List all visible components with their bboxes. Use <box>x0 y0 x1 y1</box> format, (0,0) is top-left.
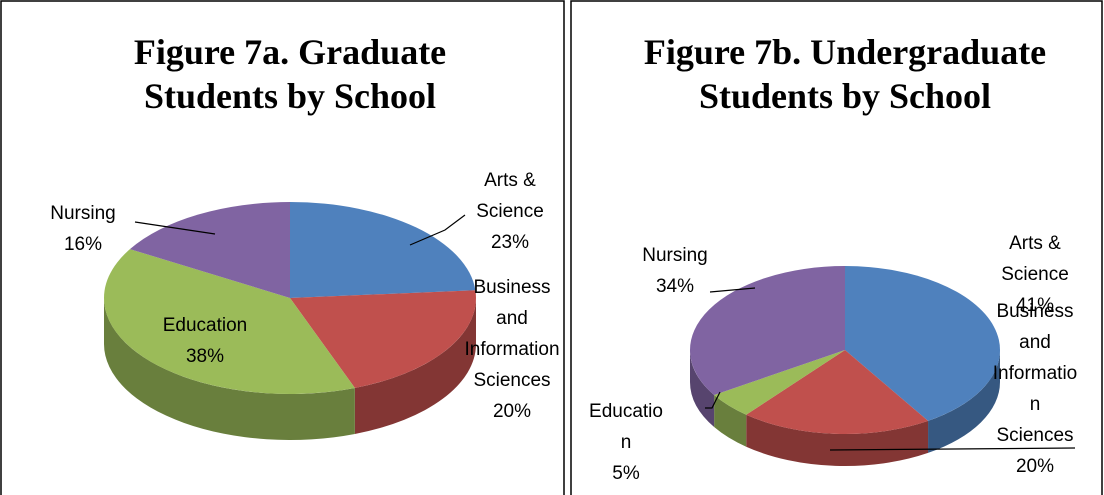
category-label: Nursing <box>642 245 708 266</box>
pie-slice <box>746 350 929 434</box>
pie-slice <box>689 266 845 396</box>
leader-line <box>709 287 756 293</box>
pie-slice <box>129 202 290 298</box>
category-label: Nursing <box>50 203 116 224</box>
value-label: 16% <box>63 234 103 255</box>
category-label: Education <box>589 401 663 453</box>
pie-slice <box>290 202 476 298</box>
data-label: Nursing 16% <box>28 198 138 260</box>
pie-slice-side <box>354 298 476 434</box>
leader-line <box>829 447 1076 451</box>
leader-line <box>705 391 721 409</box>
data-label: Business and Information Sciences 20% <box>990 296 1080 482</box>
pie-slice <box>845 266 1001 421</box>
category-label: Arts & Science <box>1001 233 1069 285</box>
panel-border <box>0 0 565 495</box>
data-label: Business and Information Sciences 20% <box>460 272 564 427</box>
pie-slice <box>290 290 476 388</box>
data-label: Education 5% <box>588 396 664 489</box>
chart-title: Figure 7b. Undergraduate Students by Sch… <box>643 32 1047 116</box>
value-label: 23% <box>490 232 530 253</box>
data-label: Arts & Science 41% <box>985 228 1085 321</box>
pie-slice-side <box>928 350 1000 453</box>
pie-slice-side <box>714 395 747 447</box>
panel-border <box>570 0 1103 495</box>
value-label: 41% <box>1015 295 1055 316</box>
category-label: Business and Information Sciences <box>992 301 1078 446</box>
pie-slice-side <box>104 298 355 440</box>
data-label: Arts & Science 23% <box>455 165 565 258</box>
chart-title: Figure 7a. Graduate Students by School <box>133 32 447 116</box>
leader-line <box>134 221 216 235</box>
category-label: Arts & Science <box>476 170 544 222</box>
pie-slice-side <box>746 414 929 466</box>
value-label: 20% <box>1015 456 1055 477</box>
value-label: 34% <box>655 276 695 297</box>
category-label: Business and Information Sciences <box>464 277 560 391</box>
data-label: Education 38% <box>155 310 255 372</box>
pie-slice <box>104 249 355 394</box>
leader-line <box>409 214 466 246</box>
pie-slice <box>714 350 845 415</box>
category-label: Education <box>162 315 248 336</box>
value-label: 5% <box>612 463 640 484</box>
value-label: 20% <box>492 401 532 422</box>
data-label: Nursing 34% <box>620 240 730 302</box>
value-label: 38% <box>185 346 225 367</box>
